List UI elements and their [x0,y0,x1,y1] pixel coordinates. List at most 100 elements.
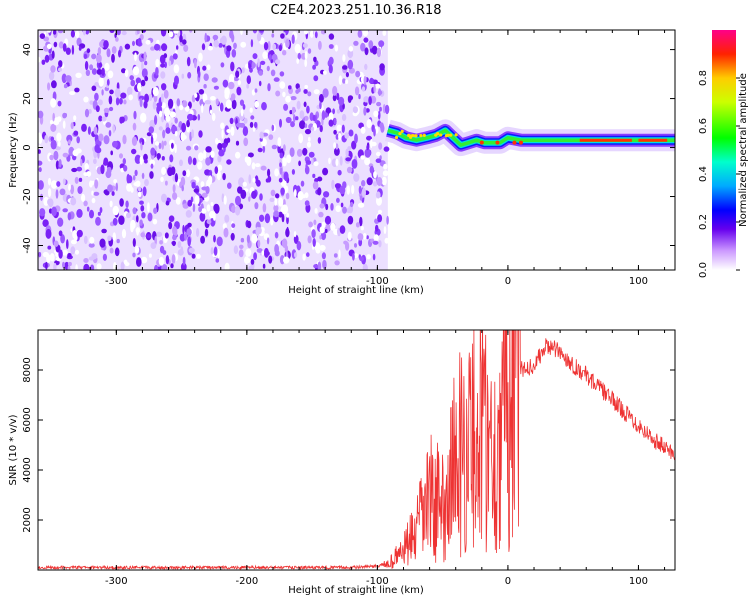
noise-speckle [134,52,137,62]
noise-speckle [98,62,103,68]
noise-speckle [200,235,206,244]
noise-speckle [334,147,340,156]
noise-speckle [361,180,366,187]
noise-speckle [381,176,387,186]
noise-speckle [98,115,103,122]
noise-speckle [70,122,74,130]
noise-speckle [323,191,330,198]
noise-speckle [62,43,67,52]
noise-speckle [130,187,134,193]
noise-speckle [38,56,41,63]
noise-speckle [354,133,358,144]
noise-speckle [359,216,363,227]
noise-speckle [74,249,80,255]
noise-speckle [183,44,189,52]
noise-speckle [226,159,232,165]
noise-speckle [107,70,114,79]
noise-speckle [211,77,218,83]
noise-speckle [38,167,42,173]
noise-speckle [97,211,101,216]
noise-speckle [309,30,314,38]
noise-speckle [95,216,101,226]
noise-speckle [242,126,249,137]
noise-speckle [252,30,257,34]
noise-speckle [62,120,66,129]
noise-speckle [308,221,313,228]
noise-speckle [322,88,329,98]
noise-speckle [173,30,179,34]
snr-xlabel: Height of straight line (km) [288,585,424,596]
noise-speckle [144,93,149,103]
noise-speckle [286,212,290,218]
noise-speckle [341,113,347,122]
spectrogram-ytick-label: 40 [22,43,33,56]
noise-speckle [205,157,211,166]
signal-hot-dot [454,133,458,137]
noise-speckle [91,53,97,60]
noise-speckle [38,135,43,145]
noise-speckle [319,125,323,133]
noise-speckle [198,52,203,62]
noise-speckle [50,180,58,189]
noise-speckle [49,120,54,125]
noise-speckle [324,228,328,234]
noise-speckle [67,261,72,267]
noise-speckle [83,258,89,263]
signal-hot-dot [411,133,415,138]
noise-speckle [328,119,334,127]
noise-speckle [108,95,113,105]
noise-speckle [113,262,117,270]
noise-speckle [262,203,267,213]
noise-speckle [112,205,120,216]
noise-speckle [271,124,275,131]
signal-hot-dot [407,133,411,138]
noise-speckle [47,245,52,250]
noise-speckle [233,245,239,255]
noise-speckle [84,60,89,71]
noise-speckle [73,130,79,136]
noise-speckle [275,90,281,97]
noise-speckle [279,255,285,265]
noise-speckle [132,66,140,76]
noise-speckle [353,173,360,182]
spectrogram-xtick-label: 100 [629,276,648,287]
noise-speckle [229,30,234,39]
snr-xtick-label: -200 [236,576,259,587]
noise-speckle [261,102,267,111]
noise-speckle [334,260,340,266]
snr-ticks: -300 -200 -100 0 100 2000 4000 6000 8000 [22,330,675,587]
noise-speckle [201,103,204,114]
noise-speckle [181,134,187,140]
noise-speckle [121,30,127,36]
noise-speckle [318,93,324,103]
noise-speckle [359,195,363,201]
noise-speckle [152,101,157,110]
noise-speckle [83,263,90,270]
noise-speckle [342,103,345,110]
noise-speckle [136,215,139,223]
noise-speckle [150,46,156,51]
noise-speckle [57,30,64,34]
noise-speckle [109,89,114,95]
noise-speckle [351,184,355,195]
noise-speckle [53,30,57,35]
chart-title: C2E4.2023.251.10.36.R18 [270,3,441,18]
noise-speckle [87,126,91,135]
noise-speckle [345,148,349,157]
noise-speckle [272,43,277,50]
noise-speckle [307,48,312,54]
noise-speckle [345,157,352,162]
noise-speckle [39,208,46,217]
noise-speckle [198,152,204,162]
noise-speckle [267,168,271,177]
noise-speckle [174,130,178,137]
noise-speckle [250,115,255,120]
noise-speckle [57,100,62,107]
spectrogram-xtick-label: -100 [366,276,389,287]
noise-speckle [75,264,78,270]
noise-speckle [57,217,64,227]
noise-speckle [248,265,252,270]
noise-speckle [100,164,105,175]
noise-speckle [203,73,209,81]
noise-speckle [74,176,79,184]
